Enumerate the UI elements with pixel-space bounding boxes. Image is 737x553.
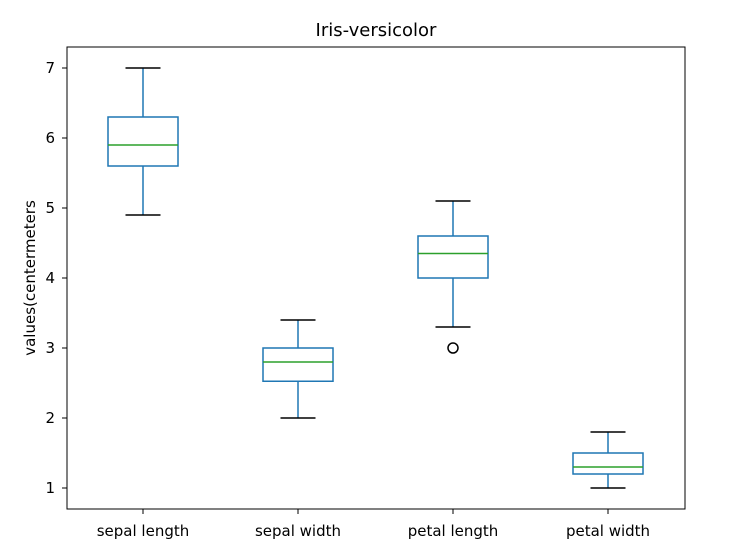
x-tick-label-0: sepal length	[97, 522, 190, 540]
chart-title: Iris-versicolor	[316, 20, 438, 41]
y-tick-label-4: 4	[45, 269, 55, 287]
box-0	[107, 67, 179, 216]
y-tick-label-2: 2	[45, 409, 55, 427]
y-tick-label-5: 5	[45, 199, 55, 217]
box-3	[572, 431, 644, 489]
y-tick-label-1: 1	[45, 479, 55, 497]
box-2	[417, 200, 489, 354]
x-tick-label-3: petal width	[566, 522, 650, 540]
x-tick-label-1: sepal width	[255, 522, 341, 540]
plot-area	[107, 67, 644, 489]
y-axis-label: values(centermeters	[21, 200, 39, 356]
plot-frame	[66, 46, 686, 510]
y-tick-label-7: 7	[45, 59, 55, 77]
box-3-iqr-rect	[572, 452, 644, 475]
y-tick-label-3: 3	[45, 339, 55, 357]
box-2-iqr-rect	[417, 235, 489, 279]
box-2-outlier-0	[447, 342, 459, 354]
box-0-iqr-rect	[107, 116, 179, 167]
box-1	[262, 319, 334, 419]
axis-ticks: 1 2 3 4 5 6 7 sepal length sepal width petal leng…	[45, 59, 650, 540]
y-tick-label-6: 6	[45, 129, 55, 147]
box-1-iqr-rect	[262, 347, 334, 382]
x-tick-label-2: petal length	[408, 522, 499, 540]
